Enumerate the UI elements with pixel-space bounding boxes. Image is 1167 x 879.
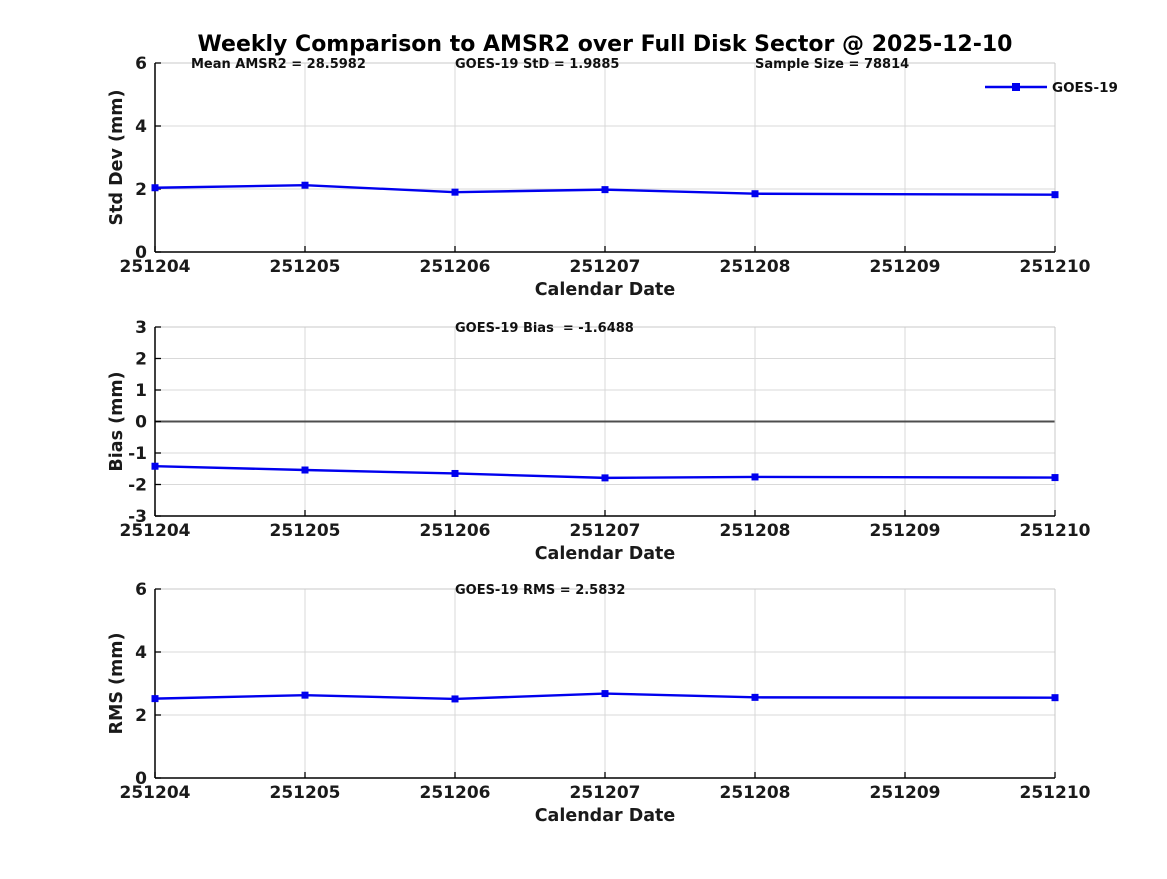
data-point-marker: [451, 695, 459, 703]
data-point-marker: [1051, 474, 1059, 482]
y-axis-title: Bias (mm): [107, 371, 127, 471]
stat-annotation: GOES-19 Bias = -1.6488: [455, 321, 634, 336]
y-tick-label: 3: [135, 318, 147, 338]
data-point-marker: [151, 695, 159, 703]
data-point-marker: [301, 691, 309, 699]
y-tick-label: 2: [135, 706, 147, 726]
series-line: [154, 465, 1056, 480]
x-tick-label: 251210: [1020, 521, 1091, 541]
x-tick-label: 251206: [420, 783, 491, 803]
x-tick-label: 251207: [570, 257, 641, 277]
data-point-marker: [151, 462, 159, 470]
y-tick-label: 0: [135, 413, 147, 433]
stat-annotation: GOES-19 RMS = 2.5832: [455, 583, 625, 598]
y-tick-label: 4: [135, 643, 147, 663]
x-tick-label: 251207: [570, 783, 641, 803]
x-tick-label: 251204: [120, 257, 191, 277]
x-axis-title: Calendar Date: [535, 544, 676, 564]
data-point-marker: [1051, 191, 1059, 199]
data-point-marker: [751, 190, 759, 198]
x-tick-label: 251209: [870, 521, 941, 541]
y-axis-title: RMS (mm): [107, 632, 127, 734]
series-line: [154, 692, 1056, 701]
y-tick-label: 0: [135, 243, 147, 263]
x-tick-label: 251209: [870, 783, 941, 803]
chart-title: Weekly Comparison to AMSR2 over Full Dis…: [198, 32, 1013, 57]
data-point-marker: [601, 690, 609, 698]
x-tick-label: 251205: [270, 783, 341, 803]
data-point-marker: [601, 474, 609, 482]
subplots-group: 251204 251205 251206 251207 251208 251209 2512…: [107, 54, 1118, 826]
x-axis-title: Calendar Date: [535, 280, 676, 300]
y-tick-label: -2: [128, 476, 147, 496]
rms-subplot: 251204 251205 251206 251207 251208 251209 2512…: [107, 580, 1091, 826]
x-tick-label: 251210: [1020, 783, 1091, 803]
data-point-marker: [451, 188, 459, 196]
x-tick-label: 251206: [420, 257, 491, 277]
x-tick-label: 251207: [570, 521, 641, 541]
x-tick-label: 251205: [270, 257, 341, 277]
y-tick-label: 2: [135, 180, 147, 200]
stat-annotation: Sample Size = 78814: [755, 57, 909, 72]
data-point-marker: [751, 693, 759, 701]
x-tick-label: 251205: [270, 521, 341, 541]
data-point-marker: [451, 469, 459, 477]
y-axis-title: Std Dev (mm): [107, 90, 127, 226]
x-tick-label: 251208: [720, 783, 791, 803]
y-tick-label: 1: [135, 381, 147, 401]
std-dev-subplot: 251204 251205 251206 251207 251208 251209 2512…: [107, 54, 1118, 300]
x-tick-label: 251210: [1020, 257, 1091, 277]
legend-entry-label: GOES-19: [1052, 80, 1118, 96]
y-tick-label: 4: [135, 117, 147, 137]
data-point-marker: [1051, 694, 1059, 702]
stat-annotation: GOES-19 StD = 1.9885: [455, 57, 619, 72]
y-tick-label: -3: [128, 507, 147, 527]
x-tick-label: 251204: [120, 783, 191, 803]
y-tick-label: 0: [135, 769, 147, 789]
data-point-marker: [301, 466, 309, 474]
stat-annotation: Mean AMSR2 = 28.5982: [191, 57, 366, 72]
y-tick-label: 6: [135, 54, 147, 74]
x-tick-label: 251209: [870, 257, 941, 277]
x-tick-label: 251206: [420, 521, 491, 541]
data-point-marker: [151, 184, 159, 192]
x-axis-title: Calendar Date: [535, 806, 676, 826]
series-line: [154, 184, 1056, 196]
y-tick-label: -1: [128, 444, 147, 464]
data-point-marker: [751, 473, 759, 481]
legend-marker-sample: [1012, 83, 1020, 91]
data-point-marker: [601, 186, 609, 194]
x-tick-label: 251204: [120, 521, 191, 541]
x-tick-label: 251208: [720, 257, 791, 277]
legend: GOES-19: [985, 80, 1118, 96]
data-point-marker: [301, 181, 309, 189]
x-tick-label: 251208: [720, 521, 791, 541]
y-tick-label: 6: [135, 580, 147, 600]
bias-subplot: 251204 251205 251206 251207 251208 251209 2512…: [107, 318, 1091, 564]
y-tick-label: 2: [135, 350, 147, 370]
